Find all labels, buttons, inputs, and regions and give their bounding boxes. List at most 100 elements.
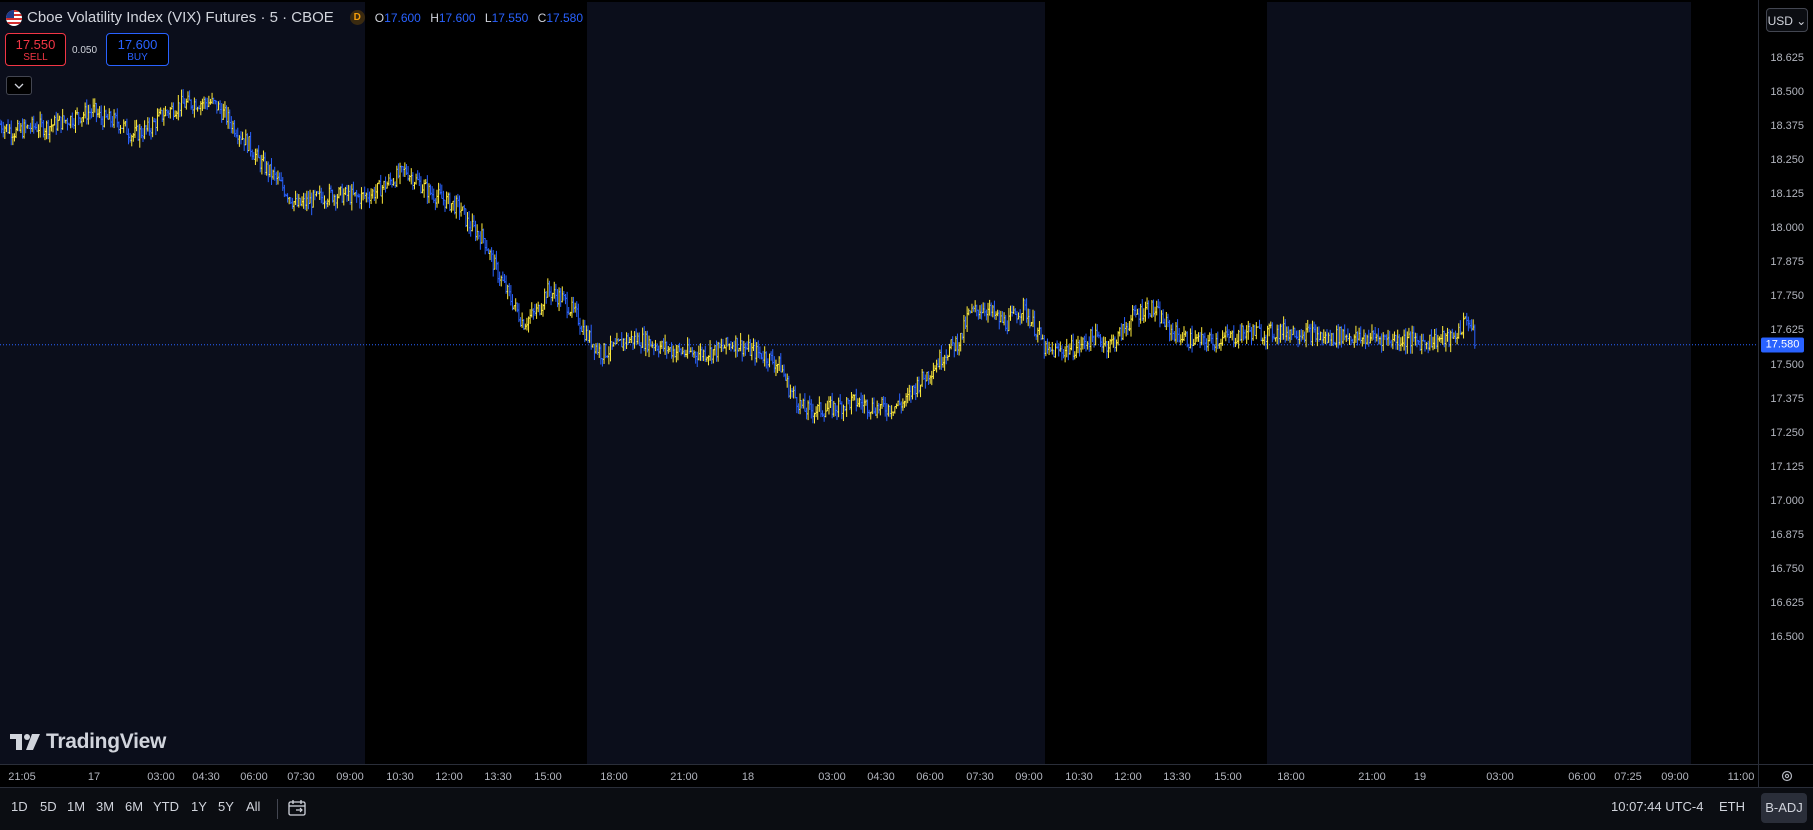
time-tick-label: 10:30 (386, 771, 414, 783)
time-tick-label: 10:30 (1065, 771, 1093, 783)
time-tick-label: 06:00 (1568, 771, 1596, 783)
price-tick-label: 18.375 (1770, 120, 1804, 133)
extended-session-band (1691, 2, 1758, 764)
price-tick-label: 16.875 (1770, 528, 1804, 541)
buy-button[interactable]: 17.600 BUY (106, 33, 169, 66)
sell-label: SELL (23, 52, 48, 63)
close-label: C (537, 10, 547, 25)
time-tick-label: 03:00 (147, 771, 175, 783)
range-button-6m[interactable]: 6M (125, 799, 144, 814)
time-tick-label: 03:00 (818, 771, 846, 783)
time-tick-label: 03:00 (1486, 771, 1514, 783)
time-axis[interactable]: 21:05 17 03:00 04:30 06:00 07:30 09:00 10:30 12:… (0, 764, 1758, 787)
range-button-ytd[interactable]: YTD (153, 799, 179, 814)
back-adjustment-button[interactable]: B-ADJ (1761, 793, 1807, 823)
sell-button[interactable]: 17.550 SELL (5, 33, 66, 66)
time-tick-label: 12:00 (1114, 771, 1142, 783)
price-tick-label: 17.875 (1770, 256, 1804, 269)
extended-session-band (365, 2, 587, 764)
session-toggle[interactable]: ETH (1719, 799, 1745, 814)
high-label: H (430, 10, 439, 25)
ohlc-values: O17.600 H17.600 L17.550 C17.580 (375, 11, 583, 25)
bottom-toolbar: 1D 5D 1M 3M 6M YTD 1Y 5Y All 10:07:44 UTC-4 ETH … (0, 787, 1813, 830)
time-tick-label: 15:00 (534, 771, 562, 783)
buy-label: BUY (127, 52, 148, 63)
symbol-title[interactable]: Cboe Volatility Index (VIX) Futures · 5 … (27, 9, 334, 26)
currency-label: USD (1767, 14, 1793, 28)
price-tick-label: 17.375 (1770, 392, 1804, 405)
time-tick-label: 04:30 (192, 771, 220, 783)
time-tick-label: 17 (87, 771, 101, 783)
price-tick-label: 16.625 (1770, 596, 1804, 609)
price-tick-label: 16.750 (1770, 562, 1804, 575)
range-button-5y[interactable]: 5Y (218, 799, 234, 814)
chart-plot-area[interactable] (0, 2, 1758, 764)
axis-settings-button[interactable] (1758, 764, 1813, 787)
tradingview-logo-icon (10, 734, 40, 750)
open-value: 17.600 (384, 10, 421, 25)
time-tick-label: 12:00 (435, 771, 463, 783)
price-tick-label: 18.250 (1770, 154, 1804, 167)
time-tick-label: 21:05 (8, 771, 36, 783)
clock-timezone[interactable]: 10:07:44 UTC-4 (1611, 799, 1704, 814)
time-tick-label: 07:30 (287, 771, 315, 783)
delayed-data-badge[interactable]: D (349, 10, 365, 25)
time-tick-label: 13:30 (1163, 771, 1191, 783)
price-tick-label: 17.750 (1770, 290, 1804, 303)
price-tick-label: 17.000 (1770, 494, 1804, 507)
time-tick-label: 18:00 (1277, 771, 1305, 783)
calendar-icon (288, 800, 306, 816)
low-label: L (484, 10, 492, 25)
buy-price: 17.600 (117, 37, 158, 52)
us-flag-icon (6, 9, 22, 26)
extended-session-band (1045, 2, 1267, 764)
price-tick-label: 18.500 (1770, 86, 1804, 99)
tradingview-watermark[interactable]: TradingView (10, 730, 166, 754)
high-value: 17.600 (438, 10, 476, 25)
price-tick-label: 17.250 (1770, 426, 1804, 439)
time-tick-label: 09:00 (336, 771, 364, 783)
range-button-1y[interactable]: 1Y (191, 799, 207, 814)
sell-price: 17.550 (15, 37, 56, 52)
chevron-down-icon (14, 83, 24, 89)
price-tick-label: 17.625 (1770, 324, 1804, 337)
time-tick-label: 11:00 (1727, 771, 1755, 783)
gear-icon (1781, 770, 1792, 782)
go-to-date-button[interactable] (287, 798, 307, 821)
time-tick-label: 13:30 (484, 771, 512, 783)
price-axis[interactable]: 18.625 18.500 18.375 18.250 18.125 18.000 17.8… (1758, 0, 1813, 764)
spread-value: 0.050 (72, 45, 98, 56)
currency-selector[interactable]: USD ⌄ (1766, 8, 1808, 32)
time-tick-label: 19 (1413, 771, 1427, 783)
range-button-5d[interactable]: 5D (40, 799, 57, 814)
low-value: 17.550 (491, 10, 529, 25)
time-tick-label: 09:00 (1661, 771, 1689, 783)
range-button-1m[interactable]: 1M (67, 799, 86, 814)
price-tick-label: 18.125 (1770, 188, 1804, 201)
time-tick-label: 06:00 (240, 771, 268, 783)
watermark-text: TradingView (46, 730, 167, 753)
price-chart[interactable] (0, 2, 1758, 764)
price-tick-label: 17.500 (1770, 358, 1804, 371)
symbol-legend: Cboe Volatility Index (VIX) Futures · 5 … (6, 9, 583, 26)
range-button-all[interactable]: All (246, 799, 261, 814)
range-button-1d[interactable]: 1D (11, 799, 28, 814)
time-tick-label: 09:00 (1015, 771, 1043, 783)
time-tick-label: 18:00 (600, 771, 628, 783)
price-tick-label: 18.625 (1770, 52, 1804, 64)
price-tick-label: 18.000 (1770, 222, 1804, 235)
range-button-3m[interactable]: 3M (96, 799, 115, 814)
collapse-legend-button[interactable] (6, 76, 32, 95)
time-tick-label: 21:00 (1358, 771, 1386, 783)
close-value: 17.580 (546, 10, 584, 25)
regular-session-band (587, 2, 1045, 764)
time-tick-label: 07:30 (966, 771, 994, 783)
time-tick-label: 18 (741, 771, 755, 783)
time-tick-label: 21:00 (670, 771, 698, 783)
time-tick-label: 06:00 (916, 771, 944, 783)
chevron-down-icon: ⌄ (1792, 14, 1807, 28)
regular-session-band (1267, 2, 1691, 764)
time-tick-label: 07:25 (1614, 771, 1642, 783)
time-tick-label: 15:00 (1214, 771, 1242, 783)
